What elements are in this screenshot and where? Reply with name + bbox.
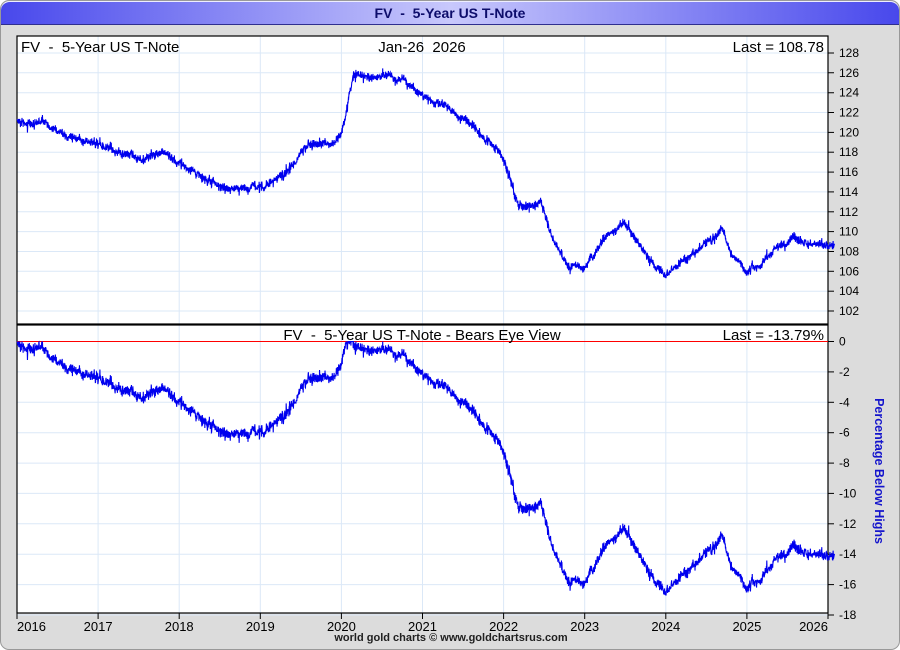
svg-text:120: 120 — [839, 125, 859, 139]
svg-text:122: 122 — [839, 106, 859, 120]
svg-text:2016: 2016 — [17, 619, 46, 634]
svg-text:Last = 108.78: Last = 108.78 — [733, 39, 824, 56]
svg-text:-10: -10 — [839, 486, 857, 500]
svg-text:116: 116 — [839, 165, 858, 179]
svg-text:114: 114 — [839, 185, 858, 199]
svg-text:110: 110 — [839, 225, 858, 239]
svg-text:FV - 5-Year US T-Note: FV - 5-Year US T-Note — [21, 39, 179, 56]
svg-text:108: 108 — [839, 245, 859, 259]
svg-text:112: 112 — [839, 205, 858, 219]
svg-text:2019: 2019 — [246, 619, 275, 634]
svg-text:106: 106 — [839, 264, 859, 278]
svg-text:-8: -8 — [839, 456, 850, 470]
svg-text:118: 118 — [839, 145, 858, 159]
svg-text:2017: 2017 — [84, 619, 113, 634]
svg-text:FV - 5-Year US T-Note - Bear: FV - 5-Year US T-Note - Bears Eye View — [283, 327, 560, 344]
svg-text:2018: 2018 — [165, 619, 194, 634]
svg-text:2024: 2024 — [651, 619, 680, 634]
svg-text:-12: -12 — [839, 517, 857, 531]
svg-text:Last = -13.79%: Last = -13.79% — [723, 327, 824, 344]
svg-text:-16: -16 — [839, 578, 857, 592]
svg-text:world gold charts © www.goldch: world gold charts © www.goldchartsrus.co… — [333, 632, 567, 644]
svg-text:0: 0 — [839, 335, 846, 349]
svg-text:-4: -4 — [839, 395, 850, 409]
svg-text:102: 102 — [839, 304, 859, 318]
svg-text:-14: -14 — [839, 547, 857, 561]
svg-text:-6: -6 — [839, 426, 850, 440]
svg-text:2026: 2026 — [799, 619, 828, 634]
svg-text:124: 124 — [839, 86, 859, 100]
svg-text:Percentage Below Highs: Percentage Below Highs — [872, 398, 886, 544]
svg-text:126: 126 — [839, 66, 859, 80]
svg-text:104: 104 — [839, 284, 859, 298]
svg-text:2025: 2025 — [732, 619, 761, 634]
svg-text:Jan-26 2026: Jan-26 2026 — [378, 39, 466, 56]
svg-text:-18: -18 — [839, 608, 857, 622]
svg-text:-2: -2 — [839, 365, 850, 379]
svg-text:128: 128 — [839, 46, 859, 60]
svg-text:2023: 2023 — [570, 619, 599, 634]
